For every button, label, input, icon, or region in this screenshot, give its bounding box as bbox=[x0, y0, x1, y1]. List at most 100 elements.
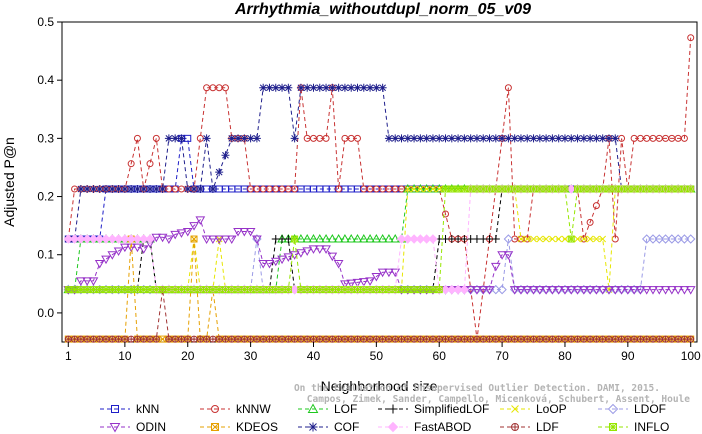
legend-label-lof: LOF bbox=[334, 402, 357, 416]
data-point-cof bbox=[303, 83, 312, 92]
data-point-inflo bbox=[398, 286, 406, 294]
data-point-cof bbox=[611, 134, 620, 143]
data-point-cof bbox=[290, 134, 299, 143]
data-point-fastabod bbox=[132, 234, 143, 244]
data-point-cof bbox=[548, 134, 557, 143]
data-point-odin bbox=[472, 286, 482, 295]
data-point-ldf bbox=[435, 335, 443, 343]
data-point-ldf bbox=[152, 335, 160, 343]
data-point-odin bbox=[666, 286, 677, 295]
y-tick-label: 0.0 bbox=[37, 306, 54, 320]
data-point-inflo bbox=[624, 185, 632, 193]
data-point-odin bbox=[346, 279, 357, 289]
data-point-inflo bbox=[442, 185, 450, 193]
data-point-fastabod bbox=[69, 234, 80, 244]
data-point-lof bbox=[415, 183, 426, 193]
data-point-ldf bbox=[316, 335, 324, 343]
data-point-ldf bbox=[328, 335, 336, 343]
data-point-ldf bbox=[668, 335, 676, 343]
data-point-odin bbox=[591, 286, 602, 295]
data-point-cof bbox=[133, 184, 142, 193]
data-point-cof bbox=[328, 83, 337, 92]
legend-label-cof: COF bbox=[334, 420, 359, 434]
x-tick-label: 60 bbox=[433, 349, 447, 363]
data-point-cof bbox=[542, 134, 551, 143]
data-point-ldof bbox=[503, 234, 514, 244]
data-point-cof bbox=[215, 168, 224, 177]
legend-label-loop: LoOP bbox=[536, 402, 567, 416]
data-point-cof bbox=[598, 134, 607, 143]
data-point-inflo bbox=[523, 185, 531, 193]
data-point-fastabod bbox=[289, 284, 300, 295]
data-point-loop bbox=[517, 235, 525, 243]
data-point-odin bbox=[201, 235, 212, 245]
data-point-ldof bbox=[679, 234, 690, 244]
data-point-knnw bbox=[127, 160, 135, 168]
data-point-ldf bbox=[140, 335, 148, 343]
data-point-odin bbox=[264, 259, 275, 269]
data-point-knnw bbox=[592, 202, 600, 210]
y-tick-label: 0.5 bbox=[37, 15, 54, 29]
data-point-cof bbox=[479, 134, 488, 143]
data-point-ldf bbox=[322, 335, 330, 343]
legend-label-odin: ODIN bbox=[136, 420, 166, 434]
data-point-inflo bbox=[391, 286, 399, 294]
data-point-lof bbox=[384, 234, 394, 243]
data-point-ldf bbox=[353, 335, 361, 343]
data-point-ldf bbox=[561, 335, 569, 343]
data-point-lof bbox=[421, 183, 432, 193]
data-point-ldf bbox=[291, 335, 299, 343]
data-point-cof bbox=[265, 83, 274, 92]
data-point-inflo bbox=[184, 286, 192, 294]
data-point-inflo bbox=[580, 185, 588, 193]
data-point-inflo bbox=[140, 286, 148, 294]
series-ldof bbox=[63, 234, 696, 295]
data-point-odin bbox=[352, 278, 363, 288]
data-point-ldf bbox=[517, 335, 525, 343]
data-point-inflo bbox=[611, 185, 619, 193]
data-point-ldf bbox=[190, 335, 198, 343]
data-point-cof bbox=[334, 83, 343, 92]
data-point-ldf bbox=[360, 335, 368, 343]
data-point-fastabod bbox=[440, 284, 451, 295]
data-point-ldf bbox=[687, 335, 695, 343]
data-point-knnw bbox=[322, 134, 330, 142]
series-loop bbox=[64, 185, 695, 293]
data-point-odin bbox=[233, 227, 243, 237]
data-point-inflo bbox=[662, 185, 670, 193]
data-point-odin bbox=[82, 277, 93, 286]
series-line-cof bbox=[68, 87, 691, 240]
data-point-ldf bbox=[416, 335, 424, 343]
data-point-inflo bbox=[530, 185, 538, 193]
data-point-ldf bbox=[96, 335, 104, 343]
legend-label-knnw: kNNW bbox=[236, 402, 271, 416]
data-point-fastabod bbox=[459, 284, 470, 295]
data-point-inflo bbox=[385, 286, 393, 294]
data-point-odin bbox=[132, 243, 143, 253]
data-point-cof bbox=[246, 134, 255, 143]
data-point-ldf bbox=[108, 335, 116, 343]
x-tick-label: 80 bbox=[558, 349, 572, 363]
data-point-fastabod bbox=[113, 234, 124, 244]
data-point-inflo bbox=[228, 286, 236, 294]
data-point-odin bbox=[679, 286, 690, 295]
data-point-odin bbox=[497, 251, 507, 260]
data-point-lof bbox=[296, 234, 306, 243]
data-point-knnw bbox=[687, 34, 695, 42]
data-point-cof bbox=[441, 134, 450, 143]
data-point-lof bbox=[409, 183, 419, 193]
data-point-ldf bbox=[599, 335, 607, 343]
data-point-odin bbox=[283, 253, 294, 262]
legend-swatch-marker bbox=[109, 423, 121, 433]
data-point-cof bbox=[391, 134, 400, 143]
x-tick-label: 100 bbox=[681, 349, 701, 363]
data-point-inflo bbox=[115, 286, 123, 294]
data-point-inflo bbox=[555, 185, 563, 193]
data-point-kdeos bbox=[190, 235, 198, 243]
data-point-cof bbox=[447, 134, 456, 143]
series-ldf bbox=[64, 286, 695, 343]
data-point-ldf bbox=[467, 335, 475, 343]
data-point-inflo bbox=[127, 286, 135, 294]
data-point-cof bbox=[466, 134, 475, 143]
data-point-fastabod bbox=[403, 234, 413, 244]
